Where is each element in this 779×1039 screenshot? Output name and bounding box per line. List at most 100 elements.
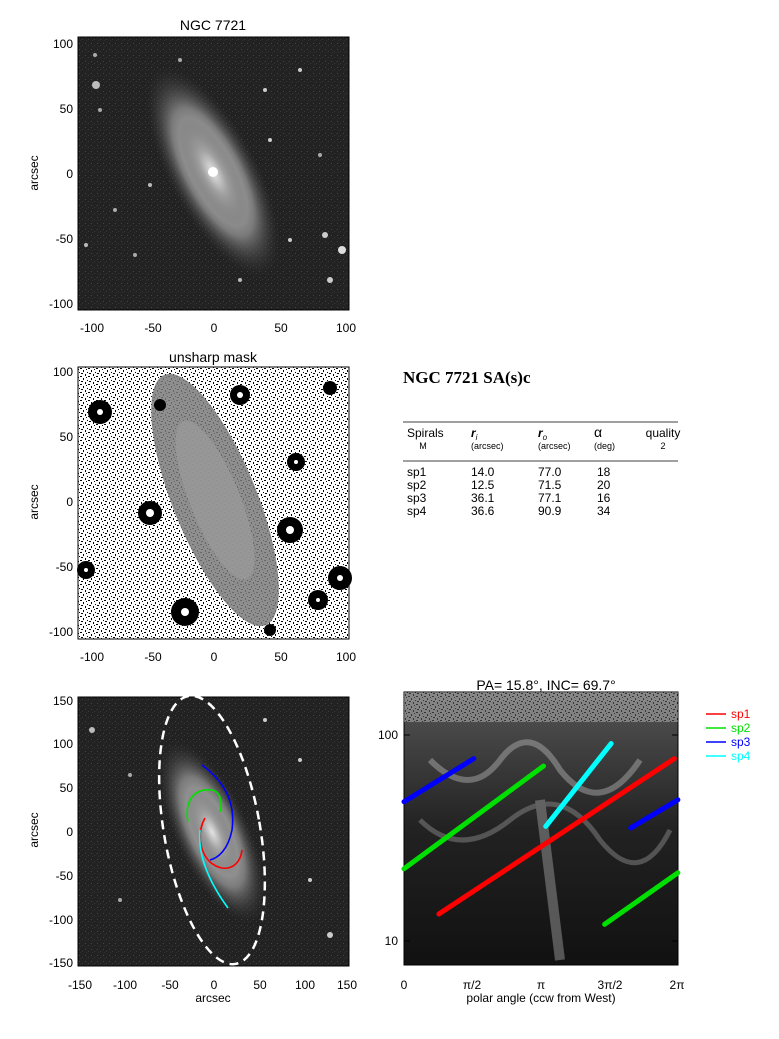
svg-text:36.6: 36.6 [471,504,495,518]
xtick: 50 [253,978,267,992]
header-quality: quality [646,426,681,440]
xtick: -150 [68,978,92,992]
overlay-xlabel: arcsec [195,991,230,1005]
unsharp-panel: unsharp mask arcsec -100 -50 0 50 10 [27,349,356,664]
ytick: -100 [49,625,73,639]
table-row: sp3 36.1 77.1 16 [407,491,611,505]
series-line-sp3 [628,797,681,831]
svg-text:sp3: sp3 [407,491,427,505]
polar-xticks: 0 π/2 π 3π/2 2π [401,978,685,992]
ytick: 0 [66,825,73,839]
svg-text:71.5: 71.5 [538,478,562,492]
header-alpha-sub: (deg) [594,441,615,451]
svg-text:sp2: sp2 [407,478,427,492]
legend-item-sp1: sp1 [706,707,751,721]
svg-text:arcsec: arcsec [27,812,41,847]
xtick: -100 [80,650,104,664]
series-line-sp2 [602,870,681,927]
xtick: -100 [80,321,104,335]
xtick: 150 [337,978,357,992]
xtick: π [537,978,545,992]
unsharp-title: unsharp mask [169,349,258,365]
polar-ticks [404,734,678,942]
svg-text:20: 20 [597,478,611,492]
ytick: 100 [378,728,398,742]
image-panel: NGC 7721 arcsec -1 [27,17,356,335]
ytick: 100 [53,365,73,379]
ytick: 100 [53,37,73,51]
xtick: 0 [401,978,408,992]
polar-xlabel: polar angle (ccw from West) [466,991,615,1005]
info-title: NGC 7721 SA(s)c [403,368,531,387]
header-ro: ro [538,426,548,442]
ytick: 50 [60,781,74,795]
header-quality-sub: 2 [660,441,665,451]
xtick: 100 [295,978,315,992]
svg-text:77.1: 77.1 [538,491,562,505]
spiral-sp2 [186,789,222,823]
svg-text:arcsec: arcsec [27,155,41,190]
svg-text:18: 18 [597,465,611,479]
svg-text:77.0: 77.0 [538,465,562,479]
svg-text:16: 16 [597,491,611,505]
xtick: -50 [144,321,162,335]
polar-title: PA= 15.8°, INC= 69.7° [476,677,615,693]
svg-text:sp1: sp1 [407,465,427,479]
deprojection-ellipse [157,694,267,966]
overlay-panel: arcsec arcsec -150 -100 -50 0 50 100 150… [27,694,357,1005]
header-ri-sub: (arcsec) [471,441,504,451]
spiral-sp1 [199,817,243,870]
image-xticks: -100 -50 0 50 100 [80,321,356,335]
table-row: sp1 14.0 77.0 18 [407,465,611,479]
legend-item-sp3: sp3 [706,735,751,749]
series-line-sp3 [401,756,477,805]
xtick: 0 [211,321,218,335]
ytick: -150 [49,956,73,970]
header-spirals: Spirals [407,426,444,440]
xtick: -50 [144,650,162,664]
ytick: -100 [49,297,73,311]
header-spirals-sub: M [419,441,427,451]
xtick: 100 [336,650,356,664]
unsharp-ylabel: arcsec [27,484,41,519]
image-title: NGC 7721 [180,17,246,33]
svg-text:sp4: sp4 [407,504,427,518]
info-table: NGC 7721 SA(s)c Spirals M ri (arcsec) ro… [403,368,680,518]
ytick: 0 [66,495,73,509]
ytick: 10 [385,934,399,948]
ytick: 0 [66,167,73,181]
xtick: -50 [161,978,179,992]
xtick: 3π/2 [598,978,623,992]
overlay-xticks: -150 -100 -50 0 50 100 150 [68,978,357,992]
ytick: -50 [56,232,74,246]
svg-text:90.9: 90.9 [538,504,562,518]
xtick: 100 [336,321,356,335]
spiral-sp4 [198,829,229,909]
xtick: 0 [211,650,218,664]
ytick: 150 [53,694,73,708]
overlay-yticks: 150 100 50 0 -50 -100 -150 [49,694,73,970]
galaxy-image [84,53,346,283]
legend-item-sp4: sp4 [706,749,751,763]
unsharp-yticks: 100 50 0 -50 -100 [49,365,73,639]
ytick: -100 [49,913,73,927]
ytick: 50 [60,430,74,444]
svg-text:36.1: 36.1 [471,491,495,505]
spiral-sp3 [201,764,234,861]
series-line-sp4 [543,741,614,829]
xtick: 50 [274,650,288,664]
legend: sp1 sp2 sp3 sp4 [706,707,751,763]
svg-text:12.5: 12.5 [471,478,495,492]
xtick: 2π [670,978,685,992]
svg-text:arcsec: arcsec [27,484,41,519]
xtick: -100 [113,978,137,992]
header-ro-sub: (arcsec) [538,441,571,451]
ytick: -50 [56,560,74,574]
svg-text:sp4: sp4 [731,749,751,763]
xtick: 50 [274,321,288,335]
unsharp-image [77,373,352,636]
table-row: sp4 36.6 90.9 34 [407,504,611,518]
series-line-sp2 [401,763,547,872]
image-ylabel: arcsec [27,155,41,190]
header-alpha: α [594,424,602,440]
